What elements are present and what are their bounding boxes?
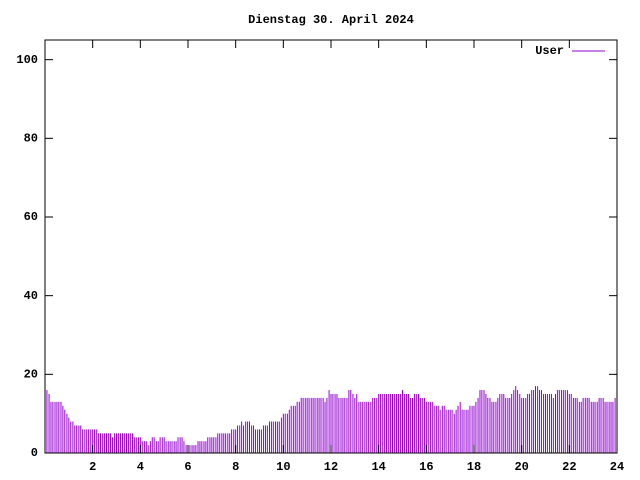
chart-title: Dienstag 30. April 2024 <box>248 13 414 27</box>
legend-label: User <box>535 44 564 58</box>
x-tick-label: 22 <box>562 460 576 474</box>
x-tick-label: 2 <box>89 460 96 474</box>
x-tick-label: 18 <box>467 460 481 474</box>
x-tick-label: 12 <box>324 460 338 474</box>
x-tick-label: 4 <box>137 460 144 474</box>
x-tick-label: 6 <box>184 460 191 474</box>
x-tick-label: 14 <box>371 460 385 474</box>
x-tick-label: 8 <box>232 460 239 474</box>
x-tick-label: 20 <box>514 460 528 474</box>
y-tick-label: 60 <box>24 210 38 224</box>
y-tick-label: 20 <box>24 368 38 382</box>
x-tick-label: 16 <box>419 460 433 474</box>
y-tick-label: 100 <box>16 53 38 67</box>
y-tick-label: 80 <box>24 132 38 146</box>
x-tick-label: 24 <box>610 460 624 474</box>
y-tick-label: 40 <box>24 289 38 303</box>
x-tick-label: 10 <box>276 460 290 474</box>
y-tick-label: 0 <box>31 446 38 460</box>
